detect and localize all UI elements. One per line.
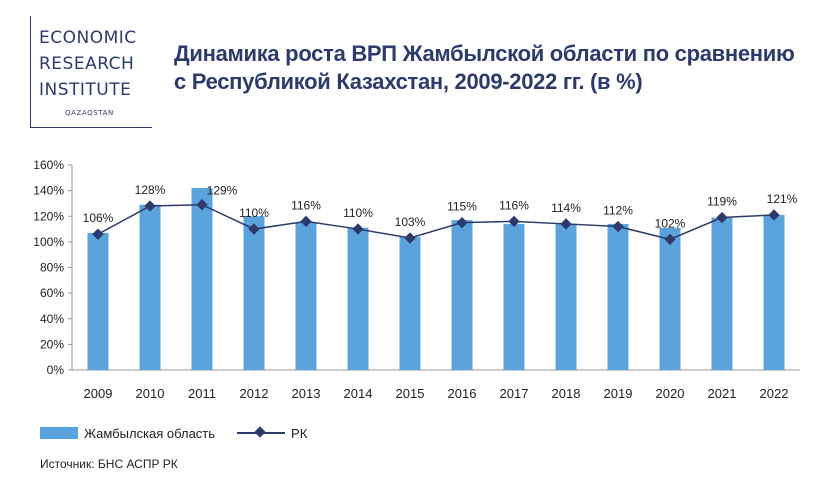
- data-label: 129%: [207, 184, 238, 198]
- x-tick-label: 2017: [500, 386, 529, 401]
- legend-item-bar: Жамбылская область: [40, 426, 215, 441]
- chart-title-line-2: с Республикой Казахстан, 2009-2022 гг. (…: [174, 69, 643, 94]
- data-label: 115%: [447, 200, 477, 214]
- chart-title-line-1: Динамика роста ВРП Жамбылской области по…: [174, 41, 795, 66]
- legend-line-label: РК: [291, 425, 308, 441]
- x-tick-label: 2016: [448, 386, 477, 401]
- line-marker: [144, 200, 156, 212]
- x-tick-label: 2019: [604, 386, 633, 401]
- logo-line-3: INSTITUTE: [39, 80, 132, 100]
- legend-item-line: РК: [237, 426, 307, 441]
- y-tick-label: 80%: [40, 261, 64, 275]
- line-marker: [352, 223, 364, 235]
- line-marker: [612, 220, 624, 233]
- y-tick-label: 100%: [33, 235, 64, 249]
- bar: [711, 217, 733, 370]
- bar: [659, 227, 681, 370]
- bar: [295, 222, 317, 370]
- line-marker: [456, 216, 468, 229]
- y-tick-label: 140%: [33, 184, 64, 198]
- line-marker: [508, 215, 520, 228]
- data-label: 119%: [707, 195, 737, 209]
- legend-line-swatch: [237, 426, 286, 439]
- data-label: 110%: [239, 206, 269, 220]
- legend-bar-label: Жамбылская область: [84, 425, 216, 441]
- bar: [607, 223, 629, 370]
- line-marker: [196, 199, 208, 211]
- chart-title: Динамика роста ВРП Жамбылской области по…: [174, 40, 814, 96]
- legend-bar-swatch: [40, 427, 78, 439]
- x-tick-label: 2010: [136, 386, 165, 401]
- y-tick-label: 160%: [33, 158, 64, 172]
- bar: [451, 220, 473, 370]
- line-marker: [248, 223, 260, 235]
- line-marker: [560, 218, 572, 230]
- data-label: 116%: [291, 198, 321, 212]
- bar: [347, 227, 369, 370]
- y-tick-label: 20%: [40, 337, 64, 351]
- logo-line-2: RESEARCH: [39, 54, 135, 74]
- bar: [763, 214, 785, 370]
- line-marker: [768, 209, 780, 221]
- logo: ECONOMIC RESEARCH INSTITUTE QAZAQSTAN: [30, 16, 152, 128]
- logo-subtitle: QAZAQSTAN: [65, 109, 114, 117]
- y-tick-label: 120%: [33, 209, 64, 223]
- bar: [139, 204, 161, 370]
- data-label: 114%: [551, 201, 581, 215]
- x-tick-label: 2011: [188, 386, 216, 401]
- data-label: 116%: [499, 198, 529, 212]
- data-label: 103%: [395, 215, 426, 229]
- x-tick-label: 2013: [292, 386, 321, 401]
- bar: [399, 236, 421, 370]
- x-tick-label: 2020: [656, 386, 685, 401]
- x-tick-label: 2018: [552, 386, 581, 401]
- bar: [87, 232, 109, 370]
- y-tick-label: 0%: [47, 363, 65, 377]
- y-tick-label: 40%: [40, 312, 64, 326]
- x-tick-label: 2015: [396, 386, 425, 401]
- bar: [191, 188, 213, 370]
- x-tick-label: 2009: [84, 386, 113, 401]
- logo-line-1: ECONOMIC: [39, 28, 137, 48]
- line-marker: [716, 211, 728, 224]
- data-label: 102%: [655, 216, 686, 230]
- line-marker: [664, 233, 676, 245]
- bar: [243, 216, 265, 370]
- bar: [503, 223, 525, 370]
- line-marker: [300, 215, 312, 228]
- data-label: 110%: [343, 206, 373, 220]
- data-label: 112%: [603, 204, 633, 218]
- bar: [555, 223, 577, 370]
- x-tick-label: 2021: [708, 386, 737, 401]
- chart-legend: Жамбылская область РК: [40, 423, 329, 443]
- data-label: 106%: [83, 211, 114, 225]
- x-tick-label: 2022: [760, 386, 789, 401]
- line-marker: [404, 232, 416, 244]
- source-note: Источник: БНС АСПР РК: [40, 457, 178, 471]
- data-label: 128%: [135, 183, 166, 197]
- y-tick-label: 60%: [40, 286, 64, 300]
- x-tick-label: 2014: [344, 386, 373, 401]
- x-tick-label: 2012: [240, 386, 269, 401]
- data-label: 121%: [767, 192, 798, 206]
- series-line: [97, 203, 775, 241]
